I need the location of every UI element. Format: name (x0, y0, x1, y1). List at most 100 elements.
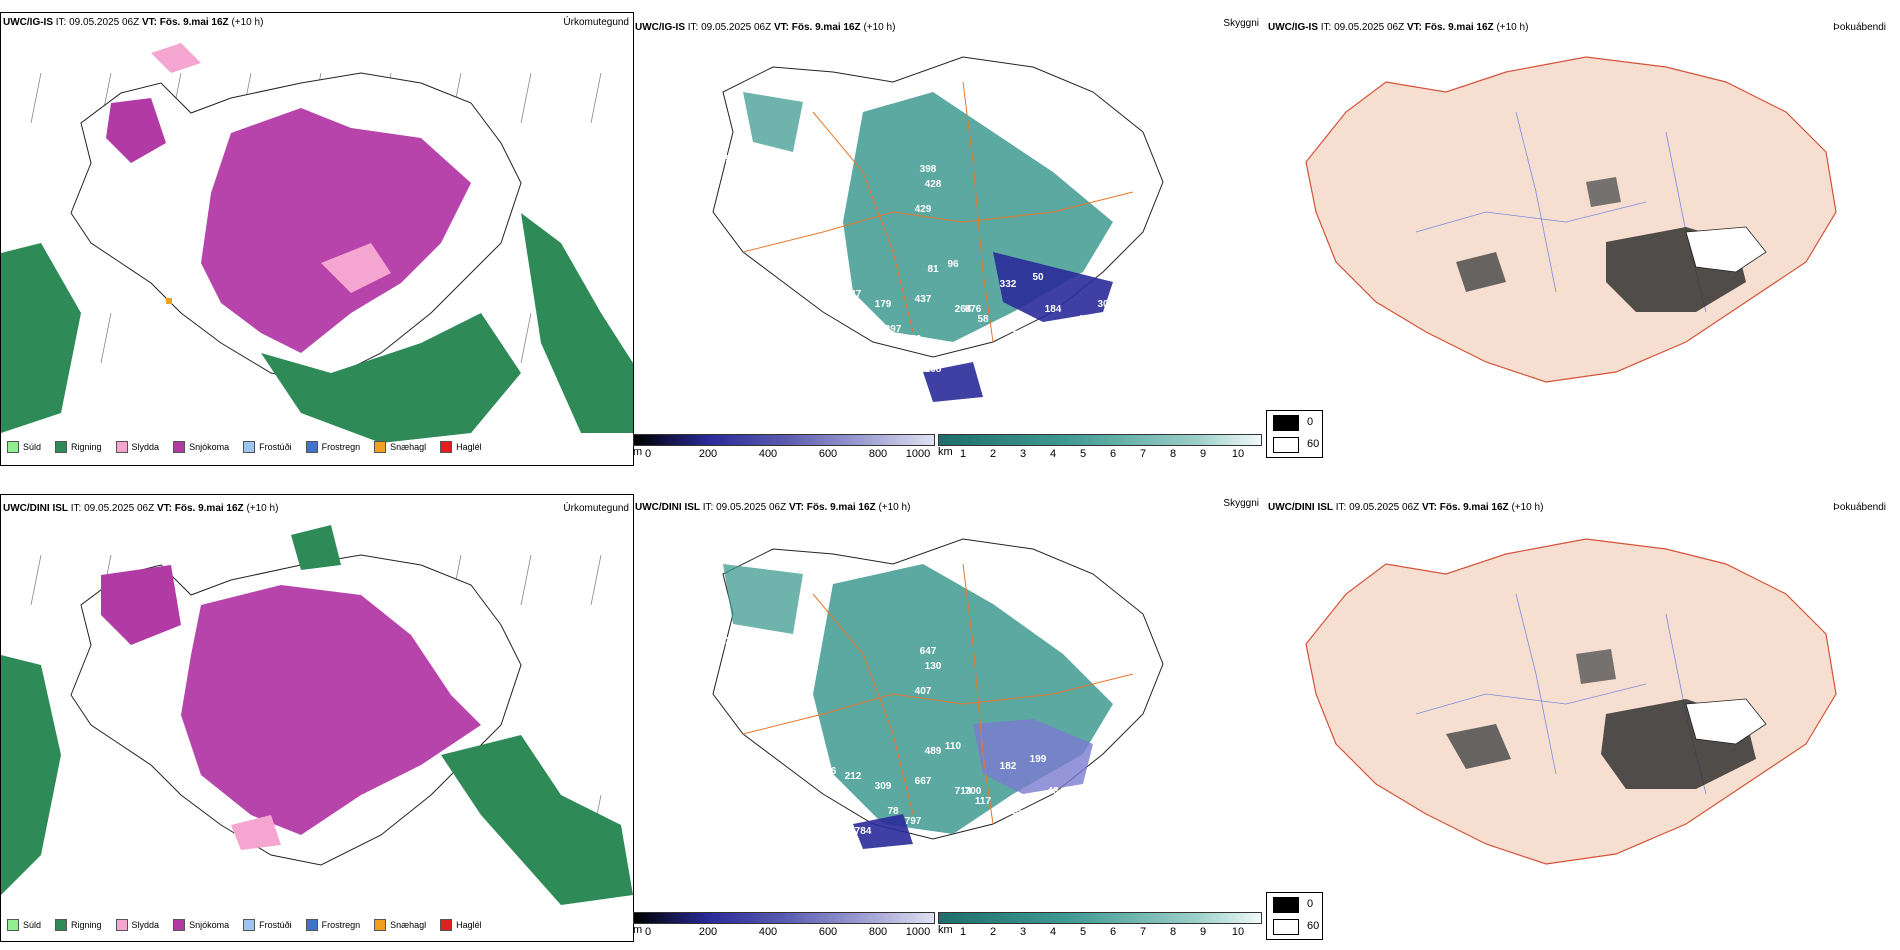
cloud-height-label: 120 (905, 876, 922, 887)
cloud-height-label: 58 (1097, 781, 1109, 792)
row1-cloud-map: 80 293 398 428 429 81 120 147 179 437 876 332 50 96 26… (712, 49, 1164, 425)
snow-pellet (166, 298, 172, 304)
snow-area-nw (101, 565, 181, 645)
legend-item: Frostúði (243, 441, 292, 453)
cloud-height-label: 876 (965, 304, 982, 315)
row2-cbar-km: km 1 2 3 4 5 6 7 8 9 10 (938, 912, 1262, 938)
legend-item: Snjókoma (173, 919, 229, 931)
cbar-tick: 1000 (905, 926, 931, 938)
row1-precip-header: UWC/IG-IS IT: 09.05.2025 06Z VT: Fös. 9.… (3, 17, 264, 28)
cloud-height-label: 470 (905, 334, 922, 345)
fog-legend-low: 0 (1307, 898, 1314, 910)
legend-item: Haglél (440, 919, 482, 931)
cloud-low-blue-s (853, 814, 913, 849)
cbar-tick: 7 (1139, 448, 1147, 460)
row1-cloud-header: UWC/IG-IS IT: 09.05.2025 06Z VT: Fös. 9.… (635, 22, 896, 33)
cloud-height-label: 30 (1097, 299, 1109, 310)
cloud-height-label: 81 (927, 264, 939, 275)
cloud-height-label: 48 (1047, 786, 1059, 797)
row2-cloud-panel: 88 727 647 130 407 489 296 212 309 667 700 182 199 11… (633, 494, 1265, 940)
cloud-height-label: 293 (720, 154, 737, 165)
cloud-height-label: 647 (920, 646, 937, 657)
cloud-height-label: 125 (915, 414, 932, 425)
cloud-height-label: 398 (920, 164, 937, 175)
row1-fog-title: Þokuábendi (1833, 22, 1886, 33)
cloud-height-label: 64 (807, 836, 819, 847)
row1-fog-legend: 0 60 (1266, 410, 1323, 458)
cbar-tick: 1000 (905, 448, 931, 460)
cloud-height-label: 109 (925, 846, 942, 857)
cloud-height-label: 426 (1005, 806, 1022, 817)
row1-precip-title: Úrkomutegund (563, 17, 629, 28)
cloud-height-label: 797 (905, 816, 922, 827)
fog-area-n (1586, 177, 1621, 207)
cloud-height-label: 727 (720, 636, 737, 647)
cbar-unit: m (633, 446, 643, 458)
legend-item: Súld (7, 919, 41, 931)
cbar-tick: 1 (959, 448, 967, 460)
row1-cbar-km: km 1 2 3 4 5 6 7 8 9 10 (938, 434, 1262, 460)
row1-fog-panel: UWC/IG-IS IT: 09.05.2025 06Z VT: Fös. 9.… (1266, 12, 1900, 464)
rain-area-sw (1, 655, 61, 895)
cloud-height-label: 58 (977, 314, 989, 325)
row2-fog-panel: UWC/DINI ISL IT: 09.05.2025 06Z VT: Fös.… (1266, 494, 1900, 940)
cloud-height-label: 489 (925, 746, 942, 757)
snow-area-nw (106, 98, 166, 163)
cloud-height-label: 212 (845, 771, 862, 782)
cloud-height-label: 179 (875, 299, 892, 310)
cloud-height-label: 332 (1000, 279, 1017, 290)
legend-item: Frostregn (305, 919, 360, 931)
cloud-height-label: 35 (987, 866, 999, 877)
row2-cloud-title: Skyggni (1223, 498, 1259, 509)
cloud-height-label: 81 (867, 404, 879, 415)
cloud-height-label: 184 (1045, 304, 1062, 315)
row2-fog-legend: 0 60 (1266, 892, 1323, 940)
row1-precip-panel: UWC/IG-IS IT: 09.05.2025 06Z VT: Fös. 9.… (0, 12, 634, 466)
cbar-tick: 800 (868, 448, 888, 460)
row1-cbar-m: m 0 200 400 600 800 1000 (633, 434, 935, 460)
sleet-area (231, 815, 281, 850)
legend-item: Snæhagl (374, 441, 426, 453)
cloud-height-label: 110 (945, 741, 962, 752)
cbar-unit: m (633, 924, 643, 936)
row2-precip-legend: Súld Rigning Slydda Snjókoma Frostúði Fr… (7, 919, 482, 931)
cbar-tick: 6 (1109, 448, 1117, 460)
cloud-height-label: 202 (915, 896, 932, 907)
cloud-height-label: 96 (947, 259, 959, 270)
row1-fog-map (1305, 56, 1837, 383)
cbar-tick: 600 (818, 926, 838, 938)
cbar-tick: 5 (1079, 448, 1087, 460)
cloud-height-label: 309 (875, 781, 892, 792)
cloud-height-label: 208 (925, 364, 942, 375)
row2-fog-map (1305, 538, 1837, 865)
cloud-height-label: 605 (1025, 816, 1042, 827)
cloud-low-blue-s (923, 362, 983, 402)
legend-item: Snæhagl (374, 919, 426, 931)
row2-precip-title: Úrkomutegund (563, 503, 629, 514)
row2-cbar-m: m 0 200 400 600 800 1000 (633, 912, 935, 938)
cloud-height-label: 78 (887, 806, 899, 817)
cloud-height-label: 71 (957, 404, 969, 415)
sleet-area-2 (151, 43, 201, 73)
cloud-height-label: 117 (975, 796, 992, 807)
cloud-teal-nw (743, 92, 803, 152)
cbar-tick: 7 (1139, 926, 1147, 938)
cbar-tick: 2 (989, 926, 997, 938)
cloud-height-label: 32 (1007, 324, 1019, 335)
cbar-tick: 9 (1199, 448, 1207, 460)
glacier (1685, 698, 1767, 745)
cloud-height-label: 80 (767, 49, 779, 60)
cloud-height-label: 667 (915, 776, 932, 787)
cbar-tick: 4 (1049, 448, 1057, 460)
fog-area-w (1456, 252, 1506, 292)
snow-area (201, 108, 471, 353)
fog-area-n (1576, 649, 1616, 684)
cloud-low-blue (973, 719, 1093, 794)
cloud-height-label: 437 (915, 294, 932, 305)
cloud-height-label: 713 (955, 786, 972, 797)
cbar-tick: 8 (1169, 448, 1177, 460)
cloud-low-blue (993, 252, 1113, 322)
cloud-height-label: 84 (887, 856, 899, 867)
cloud-height-label: 603 (1075, 796, 1092, 807)
cloud-height-label: 296 (820, 766, 837, 777)
